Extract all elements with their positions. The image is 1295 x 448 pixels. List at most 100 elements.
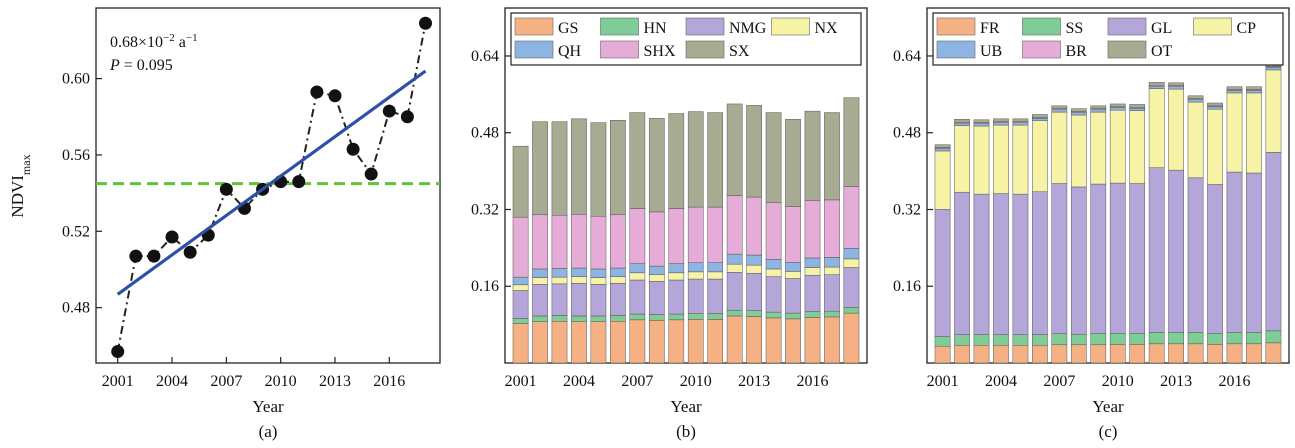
bar-segment-cp — [1070, 114, 1087, 188]
panel-b-stacked-bar-chart: 0.16 0.32 0.48 0.64 2001 2004 2007 2010 2013 2016… — [471, 7, 868, 441]
bar-segment-shx — [590, 215, 607, 270]
bar-segment-nmg — [824, 274, 840, 312]
bar-segment-nx — [648, 274, 665, 282]
bar-segment-hn — [843, 307, 860, 314]
bar-segment-ot — [1187, 95, 1204, 99]
bar-segment-hn — [824, 310, 840, 318]
bar-segment-fr — [1129, 344, 1146, 364]
data-point — [219, 182, 233, 196]
bar-segment-gl — [1246, 172, 1262, 333]
bar-segment-ot — [1051, 105, 1068, 109]
bar-segment-cp — [993, 124, 1009, 194]
bar-segment-nx — [629, 272, 646, 281]
bar-segment-nx — [687, 271, 704, 280]
bar-segment-ub — [1129, 108, 1146, 111]
bar-segment-fr — [1051, 344, 1068, 364]
legend-swatch-ss — [1022, 17, 1061, 36]
bar-segment-nx — [610, 276, 626, 284]
bar-segment-hn — [687, 313, 704, 320]
bar-segment-shx — [668, 208, 685, 264]
bar-segment-gs — [571, 321, 587, 364]
bar-segment-nx — [785, 271, 801, 279]
bar-segment-gs — [532, 321, 548, 364]
bar-segment-sx — [726, 103, 743, 196]
bar-segment-ss — [1265, 330, 1282, 344]
x-tick-label: 2016 — [797, 373, 829, 390]
bar-segment-shx — [726, 195, 743, 255]
bar-segment-ss — [1246, 332, 1262, 345]
panel-b-legend: GS HN NMG NX QH SHX SX — [510, 12, 862, 66]
bar-segment-cp — [1265, 69, 1282, 153]
legend-label-fr: FR — [980, 20, 1000, 37]
bar-segment-gs — [804, 317, 821, 364]
bar-segment-qh — [765, 259, 782, 270]
bar-segment-ss — [1032, 334, 1048, 346]
bar-segment-ss — [1070, 333, 1087, 346]
bar-segment-nmg — [571, 283, 587, 317]
bar-segment-sx — [551, 121, 568, 216]
bar-segment-ot — [934, 144, 951, 148]
bar-segment-fr — [1207, 344, 1223, 364]
legend-label-sx: SX — [729, 43, 750, 60]
bar-segment-fr — [973, 345, 990, 364]
panel-b-label: (b) — [676, 422, 696, 441]
bar-segment-shx — [571, 214, 587, 269]
bar-segment-gl — [1187, 177, 1204, 333]
bar-segment-shx — [687, 206, 704, 263]
legend-label-cp: CP — [1237, 20, 1257, 37]
bar-segment-fr — [993, 345, 1009, 364]
bar-segment-ot — [993, 118, 1009, 122]
bar-segment-nmg — [765, 276, 782, 313]
bar-segment-cp — [934, 150, 951, 210]
bar-segment-hn — [668, 313, 685, 321]
panel-c-stacked-bar-chart: 0.16 0.32 0.48 0.64 2001 2004 2007 2010 2013 2016… — [893, 7, 1290, 441]
bar-segment-shx — [746, 196, 762, 256]
x-tick-label: 2016 — [1219, 373, 1251, 390]
bar-segment-ss — [993, 334, 1009, 346]
data-point — [328, 89, 342, 103]
bar-segment-ss — [1012, 334, 1029, 346]
bar-segment-nx — [590, 277, 607, 285]
bar-segment-cp — [1207, 108, 1223, 185]
bar-segment-qh — [571, 267, 587, 277]
bar-segment-sx — [843, 97, 860, 187]
bar-segment-gl — [1090, 183, 1107, 334]
bar-segment-gl — [973, 193, 990, 335]
panel-c-label: (c) — [1099, 422, 1118, 441]
bar-segment-gl — [1168, 169, 1184, 333]
bar-segment-nmg — [687, 278, 704, 314]
bar-segment-ub — [1070, 112, 1087, 116]
bar-segment-cp — [1012, 124, 1029, 195]
bar-segment-ot — [1207, 102, 1223, 107]
y-tick-label: 0.16 — [893, 278, 921, 295]
bar-segment-qh — [610, 267, 626, 277]
bar-segment-gs — [765, 317, 782, 364]
bar-segment-shx — [512, 216, 529, 278]
bar-segment-qh — [668, 263, 685, 274]
bar-segment-ot — [954, 119, 970, 123]
y-tick-label: 0.48 — [471, 125, 499, 142]
bar-segment-ss — [1207, 333, 1223, 345]
panel-a-ylabel: NDVImax — [8, 154, 33, 217]
panel-c-bars — [934, 63, 1282, 364]
data-point — [147, 249, 161, 263]
panel-a-line-chart: 2001 2004 2007 2010 2013 2016 0.48 0.52 0.56 0.60… — [8, 7, 441, 441]
y-tick-label: 0.16 — [471, 278, 499, 295]
bar-segment-gl — [1148, 167, 1165, 333]
data-point — [364, 167, 378, 181]
legend-swatch-gl — [1107, 17, 1147, 36]
bar-segment-ub — [1207, 106, 1223, 110]
panel-a-xlabel: Year — [252, 397, 284, 416]
bar-segment-cp — [1226, 92, 1243, 173]
slope-annotation: 0.68×10−2 a−1 — [110, 32, 198, 51]
panel-b-xlabel: Year — [670, 397, 702, 416]
bar-segment-cp — [1051, 111, 1068, 184]
bar-segment-fr — [954, 345, 970, 364]
bar-segment-shx — [843, 186, 860, 249]
bar-segment-ub — [1187, 99, 1204, 103]
x-tick-label: 2004 — [563, 373, 595, 390]
bar-segment-nx — [512, 284, 529, 291]
data-point — [129, 249, 143, 263]
legend-swatch-sx — [685, 40, 725, 59]
bar-segment-gl — [1109, 182, 1126, 334]
